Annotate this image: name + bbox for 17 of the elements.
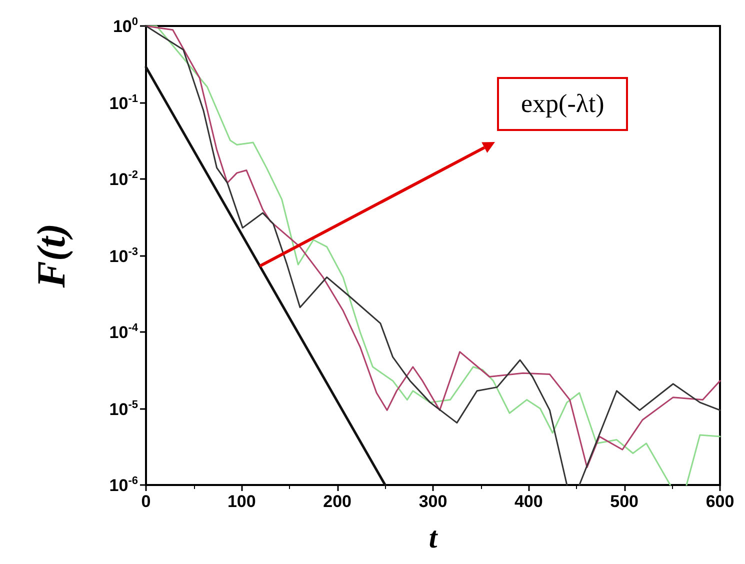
y-tick-label: 10$^{-4}$ (109, 322, 138, 342)
x-axis-title: t (428, 522, 439, 554)
y-tick-label: 10$^{-5}$ (109, 398, 138, 418)
y-tick-label: 10$^{-1}$ (109, 92, 138, 112)
x-tick-label: 400 (514, 492, 543, 511)
y-axis-title: F(t) (28, 223, 74, 289)
y-tick-label: 10$^{-3}$ (109, 246, 138, 266)
y-tick-label: 10$^{0}$ (112, 16, 138, 36)
x-tick-label: 100 (227, 492, 256, 511)
x-tick-label: 600 (706, 492, 734, 511)
x-tick-label: 0 (141, 492, 151, 511)
note-frame: exp(-λt) (497, 77, 628, 131)
x-tick-label: 300 (418, 492, 448, 511)
y-tick-label: 10$^{-6}$ (109, 475, 138, 495)
x-tick-label: 500 (610, 492, 639, 511)
x-tick-label: 200 (323, 492, 352, 511)
y-tick-label: 10$^{-2}$ (109, 169, 138, 189)
